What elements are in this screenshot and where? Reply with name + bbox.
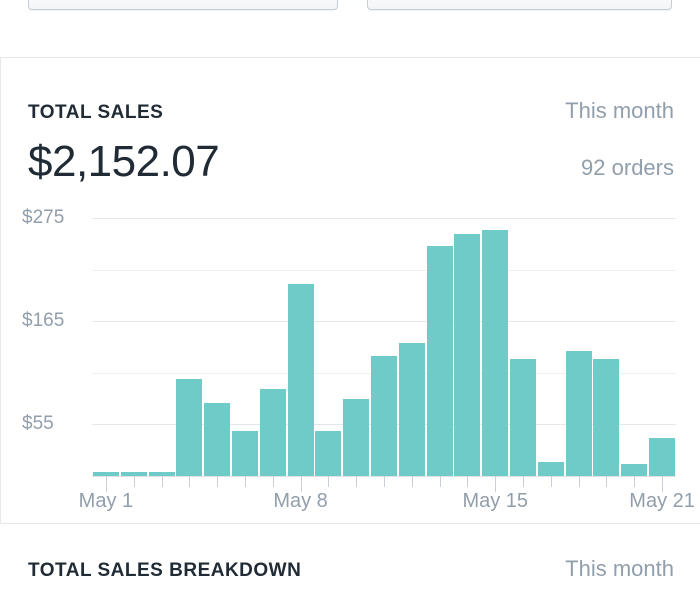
chart-x-tick bbox=[495, 476, 497, 492]
chart-bar[interactable] bbox=[510, 358, 537, 476]
chart-bar[interactable] bbox=[176, 379, 203, 476]
chart-x-tick bbox=[133, 476, 135, 487]
chart-x-tick-label: May 1 bbox=[78, 490, 134, 512]
breakdown-period: This month bbox=[565, 556, 674, 581]
chart-x-tick-label: May 8 bbox=[273, 490, 328, 512]
chart-x-tick bbox=[606, 476, 608, 487]
chart-bar[interactable] bbox=[649, 438, 676, 476]
chart-gridline bbox=[92, 269, 676, 271]
chart-x-tick bbox=[467, 476, 469, 487]
channel-filter-label: All channels bbox=[118, 0, 227, 3]
section-divider-top bbox=[0, 57, 700, 58]
chart-x-tick-label: May 15 bbox=[462, 490, 529, 512]
chart-bar[interactable] bbox=[482, 230, 509, 476]
chart-bar[interactable] bbox=[259, 388, 286, 476]
breakdown-title: TOTAL SALES BREAKDOWN bbox=[28, 560, 302, 581]
total-sales-title: TOTAL SALES bbox=[28, 102, 164, 123]
chart-gridline bbox=[92, 218, 676, 219]
chart-bar[interactable] bbox=[287, 283, 314, 476]
chart-bar[interactable] bbox=[92, 472, 119, 476]
chart-x-tick bbox=[439, 476, 441, 487]
period-filter-button[interactable]: This month bbox=[367, 0, 672, 10]
chart-x-tick bbox=[244, 476, 246, 487]
chart-bars bbox=[92, 218, 676, 476]
chart-x-tick bbox=[189, 476, 191, 487]
total-sales-metric-row: $2,152.07 92 orders bbox=[28, 140, 674, 184]
chart-bar[interactable] bbox=[426, 246, 453, 476]
chart-bar[interactable] bbox=[204, 402, 231, 476]
chart-bar[interactable] bbox=[343, 399, 370, 476]
chart-bar[interactable] bbox=[371, 355, 397, 476]
chart-y-tick-label: $275 bbox=[22, 207, 65, 228]
chart-x-tick bbox=[550, 476, 552, 487]
chart-x-tick bbox=[161, 476, 163, 487]
chart-y-tick-label: $55 bbox=[22, 413, 54, 435]
total-sales-header: TOTAL SALES This month bbox=[28, 98, 674, 124]
chart-x-tick bbox=[217, 476, 219, 487]
chart-x-tick bbox=[328, 476, 330, 487]
filter-bar: All channels This month bbox=[0, 0, 700, 32]
period-filter-label: This month bbox=[459, 0, 559, 3]
chart-bar[interactable] bbox=[148, 472, 175, 476]
chart-bar[interactable] bbox=[593, 358, 620, 476]
chart-x-tick bbox=[300, 476, 302, 492]
chart-bar[interactable] bbox=[398, 342, 425, 476]
chart-bar[interactable] bbox=[565, 351, 592, 476]
total-sales-orders: 92 orders bbox=[581, 155, 674, 180]
chart-bar[interactable] bbox=[120, 472, 147, 476]
chart-x-tick bbox=[384, 476, 385, 487]
chart-x-tick bbox=[634, 476, 636, 487]
total-sales-bar-chart: $55 $165 $275 May 1 May 8 May 15 May 21 bbox=[0, 207, 700, 523]
chart-x-tick bbox=[523, 476, 525, 487]
chart-x-tick bbox=[105, 476, 107, 492]
total-sales-amount: $2,152.07 bbox=[28, 137, 220, 186]
chart-y-tick-label: $165 bbox=[22, 310, 65, 332]
chart-x-tick bbox=[411, 476, 413, 487]
chart-gridline bbox=[92, 321, 676, 323]
channel-filter-button[interactable]: All channels bbox=[28, 0, 338, 10]
chart-bar[interactable] bbox=[231, 430, 258, 476]
chart-x-tick-label: May 21 bbox=[629, 490, 695, 512]
chart-bar[interactable] bbox=[454, 233, 481, 476]
chart-x-tick bbox=[578, 476, 580, 487]
total-sales-period: This month bbox=[565, 98, 674, 123]
card-left-edge bbox=[0, 58, 1, 523]
chart-x-tick bbox=[356, 476, 358, 487]
chart-bar[interactable] bbox=[315, 430, 342, 476]
chart-x-tick bbox=[662, 476, 664, 492]
section-divider-bottom bbox=[0, 523, 700, 524]
total-sales-card: TOTAL SALES This month $2,152.07 92 orde… bbox=[0, 58, 700, 523]
total-sales-breakdown-card: TOTAL SALES BREAKDOWN This month bbox=[0, 524, 700, 600]
breakdown-header: TOTAL SALES BREAKDOWN This month bbox=[28, 556, 674, 582]
chart-bar[interactable] bbox=[621, 463, 648, 476]
chart-x-tick bbox=[272, 476, 274, 487]
chart-bar[interactable] bbox=[537, 461, 564, 476]
